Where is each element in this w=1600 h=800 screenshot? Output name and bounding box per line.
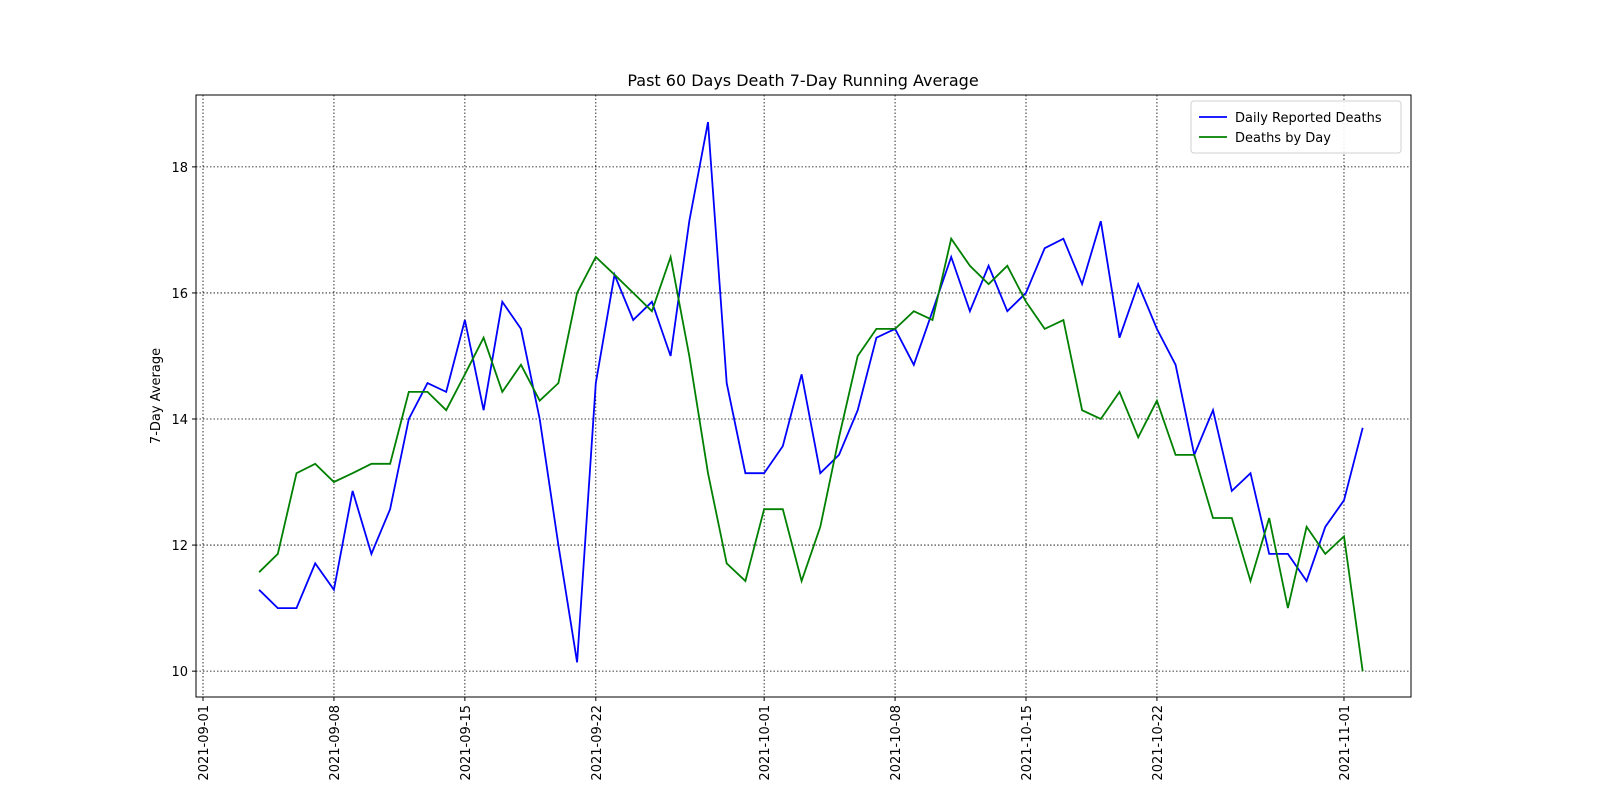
legend-label: Daily Reported Deaths (1235, 111, 1382, 126)
plot-frame (195, 94, 1412, 698)
legend-label: Deaths by Day (1235, 131, 1331, 146)
legend-box (1190, 100, 1402, 154)
x-tick-label: 2021-09-01 (197, 705, 212, 781)
y-tick-label: 18 (171, 161, 188, 176)
chart-title: Past 60 Days Death 7-Day Running Average (627, 71, 978, 90)
x-tick-label: 2021-10-15 (1020, 705, 1035, 781)
y-tick-label: 10 (171, 665, 188, 680)
x-tick-label: 2021-09-15 (459, 705, 474, 781)
y-tick-label: 16 (171, 287, 188, 302)
x-tick-label: 2021-11-01 (1338, 705, 1353, 781)
y-tick-label: 12 (171, 539, 188, 554)
line (258, 121, 1364, 663)
y-tick-label: 14 (171, 413, 188, 428)
x-tick-label: 2021-09-08 (328, 705, 343, 781)
x-tick-label: 2021-10-01 (758, 705, 773, 781)
x-tick-label: 2021-09-22 (590, 705, 605, 781)
y-axis-label: 7-Day Average (149, 348, 164, 444)
x-tick-label: 2021-10-22 (1151, 705, 1166, 781)
line (258, 236, 1364, 672)
legend: Daily Reported Deaths Deaths by Day (1190, 100, 1402, 154)
x-tick-label: 2021-10-08 (889, 705, 904, 781)
